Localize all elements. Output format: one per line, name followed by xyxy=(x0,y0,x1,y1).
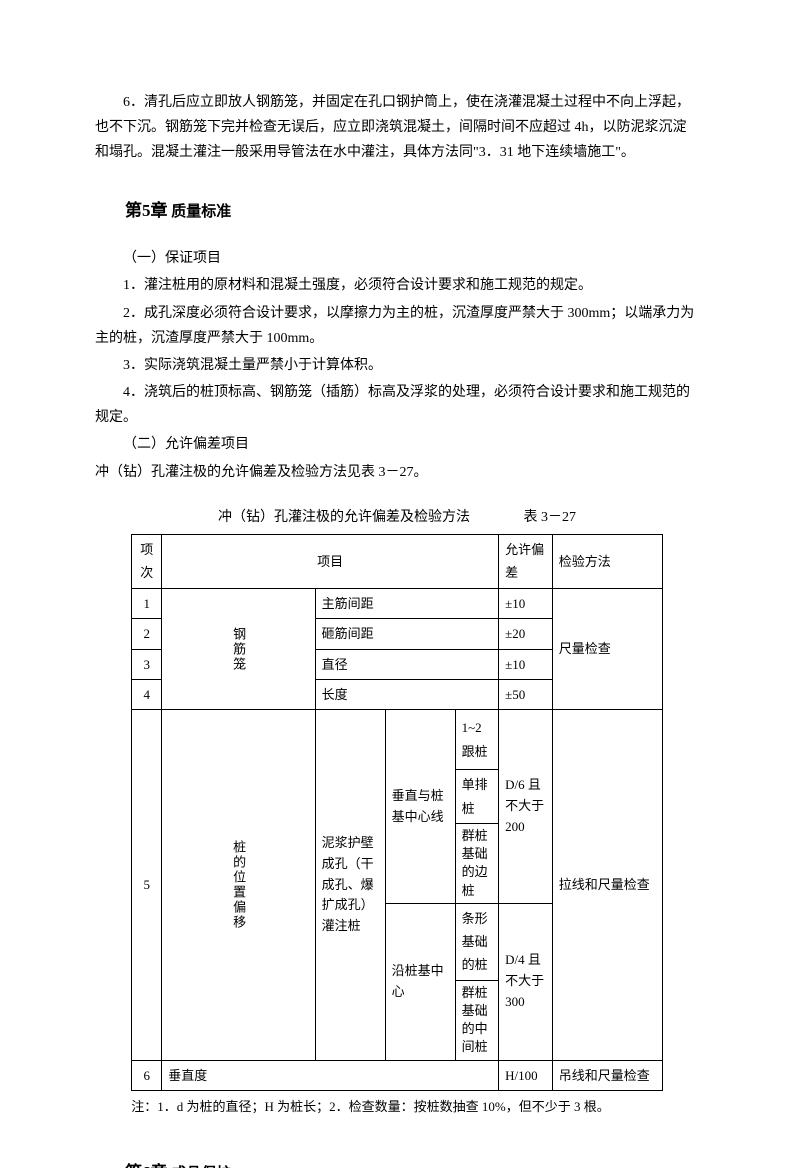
cell-item: 主筋间距 xyxy=(315,588,499,618)
cell-dev: ±10 xyxy=(499,588,553,618)
table-header-row: 项次 项目 允许偏差 检验方法 xyxy=(132,535,663,589)
cell-method: 拉线和尺量检查 xyxy=(552,710,662,1060)
chapter5-heading: 第5章 质量标准 xyxy=(95,196,699,227)
intro-paragraph: 6．清孔后应立即放人钢筋笼，并固定在孔口钢护筒上，使在浇灌混凝土过程中不向上浮起… xyxy=(95,90,699,166)
cell-dev: ±20 xyxy=(499,619,553,649)
section1-title: （一）保证项目 xyxy=(95,246,699,271)
cell-num: 1 xyxy=(132,588,162,618)
cell-dev: ±10 xyxy=(499,649,553,679)
cell-num: 3 xyxy=(132,649,162,679)
th-col4: 检验方法 xyxy=(552,535,662,589)
cell-method: 吊线和尺量检查 xyxy=(552,1060,662,1090)
cell-item: 直径 xyxy=(315,649,499,679)
sub-label: 垂直与桩基中心线 xyxy=(385,710,455,903)
chapter5-title: 质量标准 xyxy=(171,204,231,220)
cell-item: 垂直度 xyxy=(162,1060,499,1090)
ch5-item4: 4．浇筑后的桩顶标高、钢筋笼（插筋）标高及浮浆的处理，必须符合设计要求和施工规范… xyxy=(95,380,699,430)
table-caption-main: 冲（钻）孔灌注极的允许偏差及检验方法 xyxy=(218,510,470,525)
table-note: 注：1．d 为桩的直径；H 为桩长；2．检查数量：按桩数抽查 10%，但不少于 … xyxy=(131,1095,699,1118)
sub-item: 1~2 跟桩 xyxy=(455,710,499,770)
table-row: 5 桩的位置偏移 泥浆护壁成孔（干成孔、爆扩成孔）灌注桩 垂直与桩基中心线 1~… xyxy=(132,710,663,770)
chapter6-heading: 第6章 成品保护 xyxy=(95,1158,699,1168)
sub-item: 群桩基础的中间桩 xyxy=(455,980,499,1060)
cell-num: 5 xyxy=(132,710,162,1060)
cell-dev: ±50 xyxy=(499,679,553,709)
sub-item: 条形基础的桩 xyxy=(455,903,499,980)
cell-dev: D/6 且不大于 200 xyxy=(499,710,553,903)
th-col3: 允许偏差 xyxy=(499,535,553,589)
chapter6-number: 第6章 xyxy=(125,1163,168,1168)
chapter6-title: 成品保护 xyxy=(171,1166,231,1168)
pos-label: 桩的位置偏移 xyxy=(162,710,315,1060)
cell-method: 尺量检查 xyxy=(552,588,662,710)
table-row: 6 垂直度 H/100 吊线和尺量检查 xyxy=(132,1060,663,1090)
cell-item: 砸筋间距 xyxy=(315,619,499,649)
ch5-item2: 2．成孔深度必须符合设计要求，以摩擦力为主的桩，沉渣厚度严禁大于 300mm；以… xyxy=(95,301,699,351)
ch5-item3: 3．实际浇筑混凝土量严禁小于计算体积。 xyxy=(95,353,699,378)
th-col2: 项目 xyxy=(162,535,499,589)
pile-type: 泥浆护壁成孔（干成孔、爆扩成孔）灌注桩 xyxy=(315,710,385,1060)
tolerance-table: 项次 项目 允许偏差 检验方法 1 钢筋笼 主筋间距 ±10 尺量检查 2 砸筋… xyxy=(131,534,663,1091)
cell-dev: D/4 且不大于 300 xyxy=(499,903,553,1060)
ch5-item1: 1．灌注桩用的原材料和混凝土强度，必须符合设计要求和施工规范的规定。 xyxy=(95,273,699,298)
table-row: 1 钢筋笼 主筋间距 ±10 尺量检查 xyxy=(132,588,663,618)
cage-label: 钢筋笼 xyxy=(162,588,315,710)
th-col1: 项次 xyxy=(132,535,162,589)
cell-num: 4 xyxy=(132,679,162,709)
sub-label: 沿桩基中心 xyxy=(385,903,455,1060)
cell-item: 长度 xyxy=(315,679,499,709)
cell-num: 2 xyxy=(132,619,162,649)
sub-item: 单排桩 xyxy=(455,770,499,824)
section2-title: （二）允许偏差项目 xyxy=(95,432,699,457)
cell-num: 6 xyxy=(132,1060,162,1090)
table-caption-number: 表 3－27 xyxy=(524,505,577,530)
section2-text: 冲（钻）孔灌注极的允许偏差及检验方法见表 3－27。 xyxy=(95,460,699,485)
sub-item: 群桩基础的边桩 xyxy=(455,823,499,903)
cell-dev: H/100 xyxy=(499,1060,553,1090)
chapter5-number: 第5章 xyxy=(125,201,168,220)
table-caption: 冲（钻）孔灌注极的允许偏差及检验方法 表 3－27 xyxy=(95,505,699,530)
